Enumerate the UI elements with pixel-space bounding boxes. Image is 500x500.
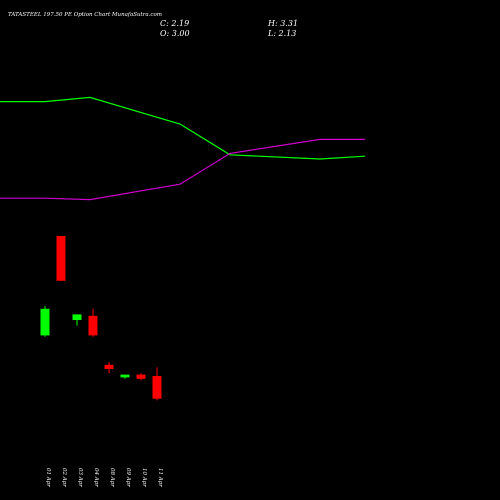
candle-body — [104, 364, 114, 369]
candle-body — [120, 374, 130, 378]
lower-band-line — [0, 138, 365, 201]
candle-6 — [120, 374, 130, 379]
candle-body — [136, 374, 146, 379]
candle-body — [88, 315, 98, 336]
candle-4 — [88, 308, 98, 337]
close-value: C: 2.19 — [160, 19, 190, 28]
candles-layer — [40, 236, 162, 401]
x-tick-label: 04 Apr — [93, 468, 99, 487]
x-tick-label: 03 Apr — [77, 468, 83, 487]
x-tick-label: 08 Apr — [109, 468, 115, 487]
x-tick-label: 10 Apr — [141, 468, 147, 487]
high-value: H: 3.31 — [268, 19, 299, 28]
x-axis-labels: 01 Apr 02 Apr 03 Apr 04 Apr 08 Apr 09 Apr 10 A… — [45, 468, 163, 487]
bands-layer — [0, 96, 366, 201]
candle-body — [72, 314, 82, 320]
candle-3 — [72, 314, 82, 326]
open-value: O: 3.00 — [160, 29, 190, 38]
candle-body — [56, 236, 66, 281]
candle-7 — [136, 373, 146, 381]
x-tick-label: 02 Apr — [61, 468, 67, 487]
x-tick-label: 01 Apr — [45, 468, 51, 487]
low-value: L: 2.13 — [268, 29, 297, 38]
candle-body — [152, 376, 162, 399]
candle-5 — [104, 362, 114, 374]
x-tick-label: 09 Apr — [125, 468, 131, 487]
candle-8 — [152, 367, 162, 401]
chart-title: TATASTEEL 197.50 PE Option Chart MunafaS… — [8, 12, 163, 18]
candle-1 — [40, 306, 50, 337]
x-tick-label: 11 Apr — [157, 468, 163, 487]
candle-2 — [56, 236, 66, 281]
upper-band-line — [0, 96, 366, 160]
candle-body — [40, 308, 50, 336]
